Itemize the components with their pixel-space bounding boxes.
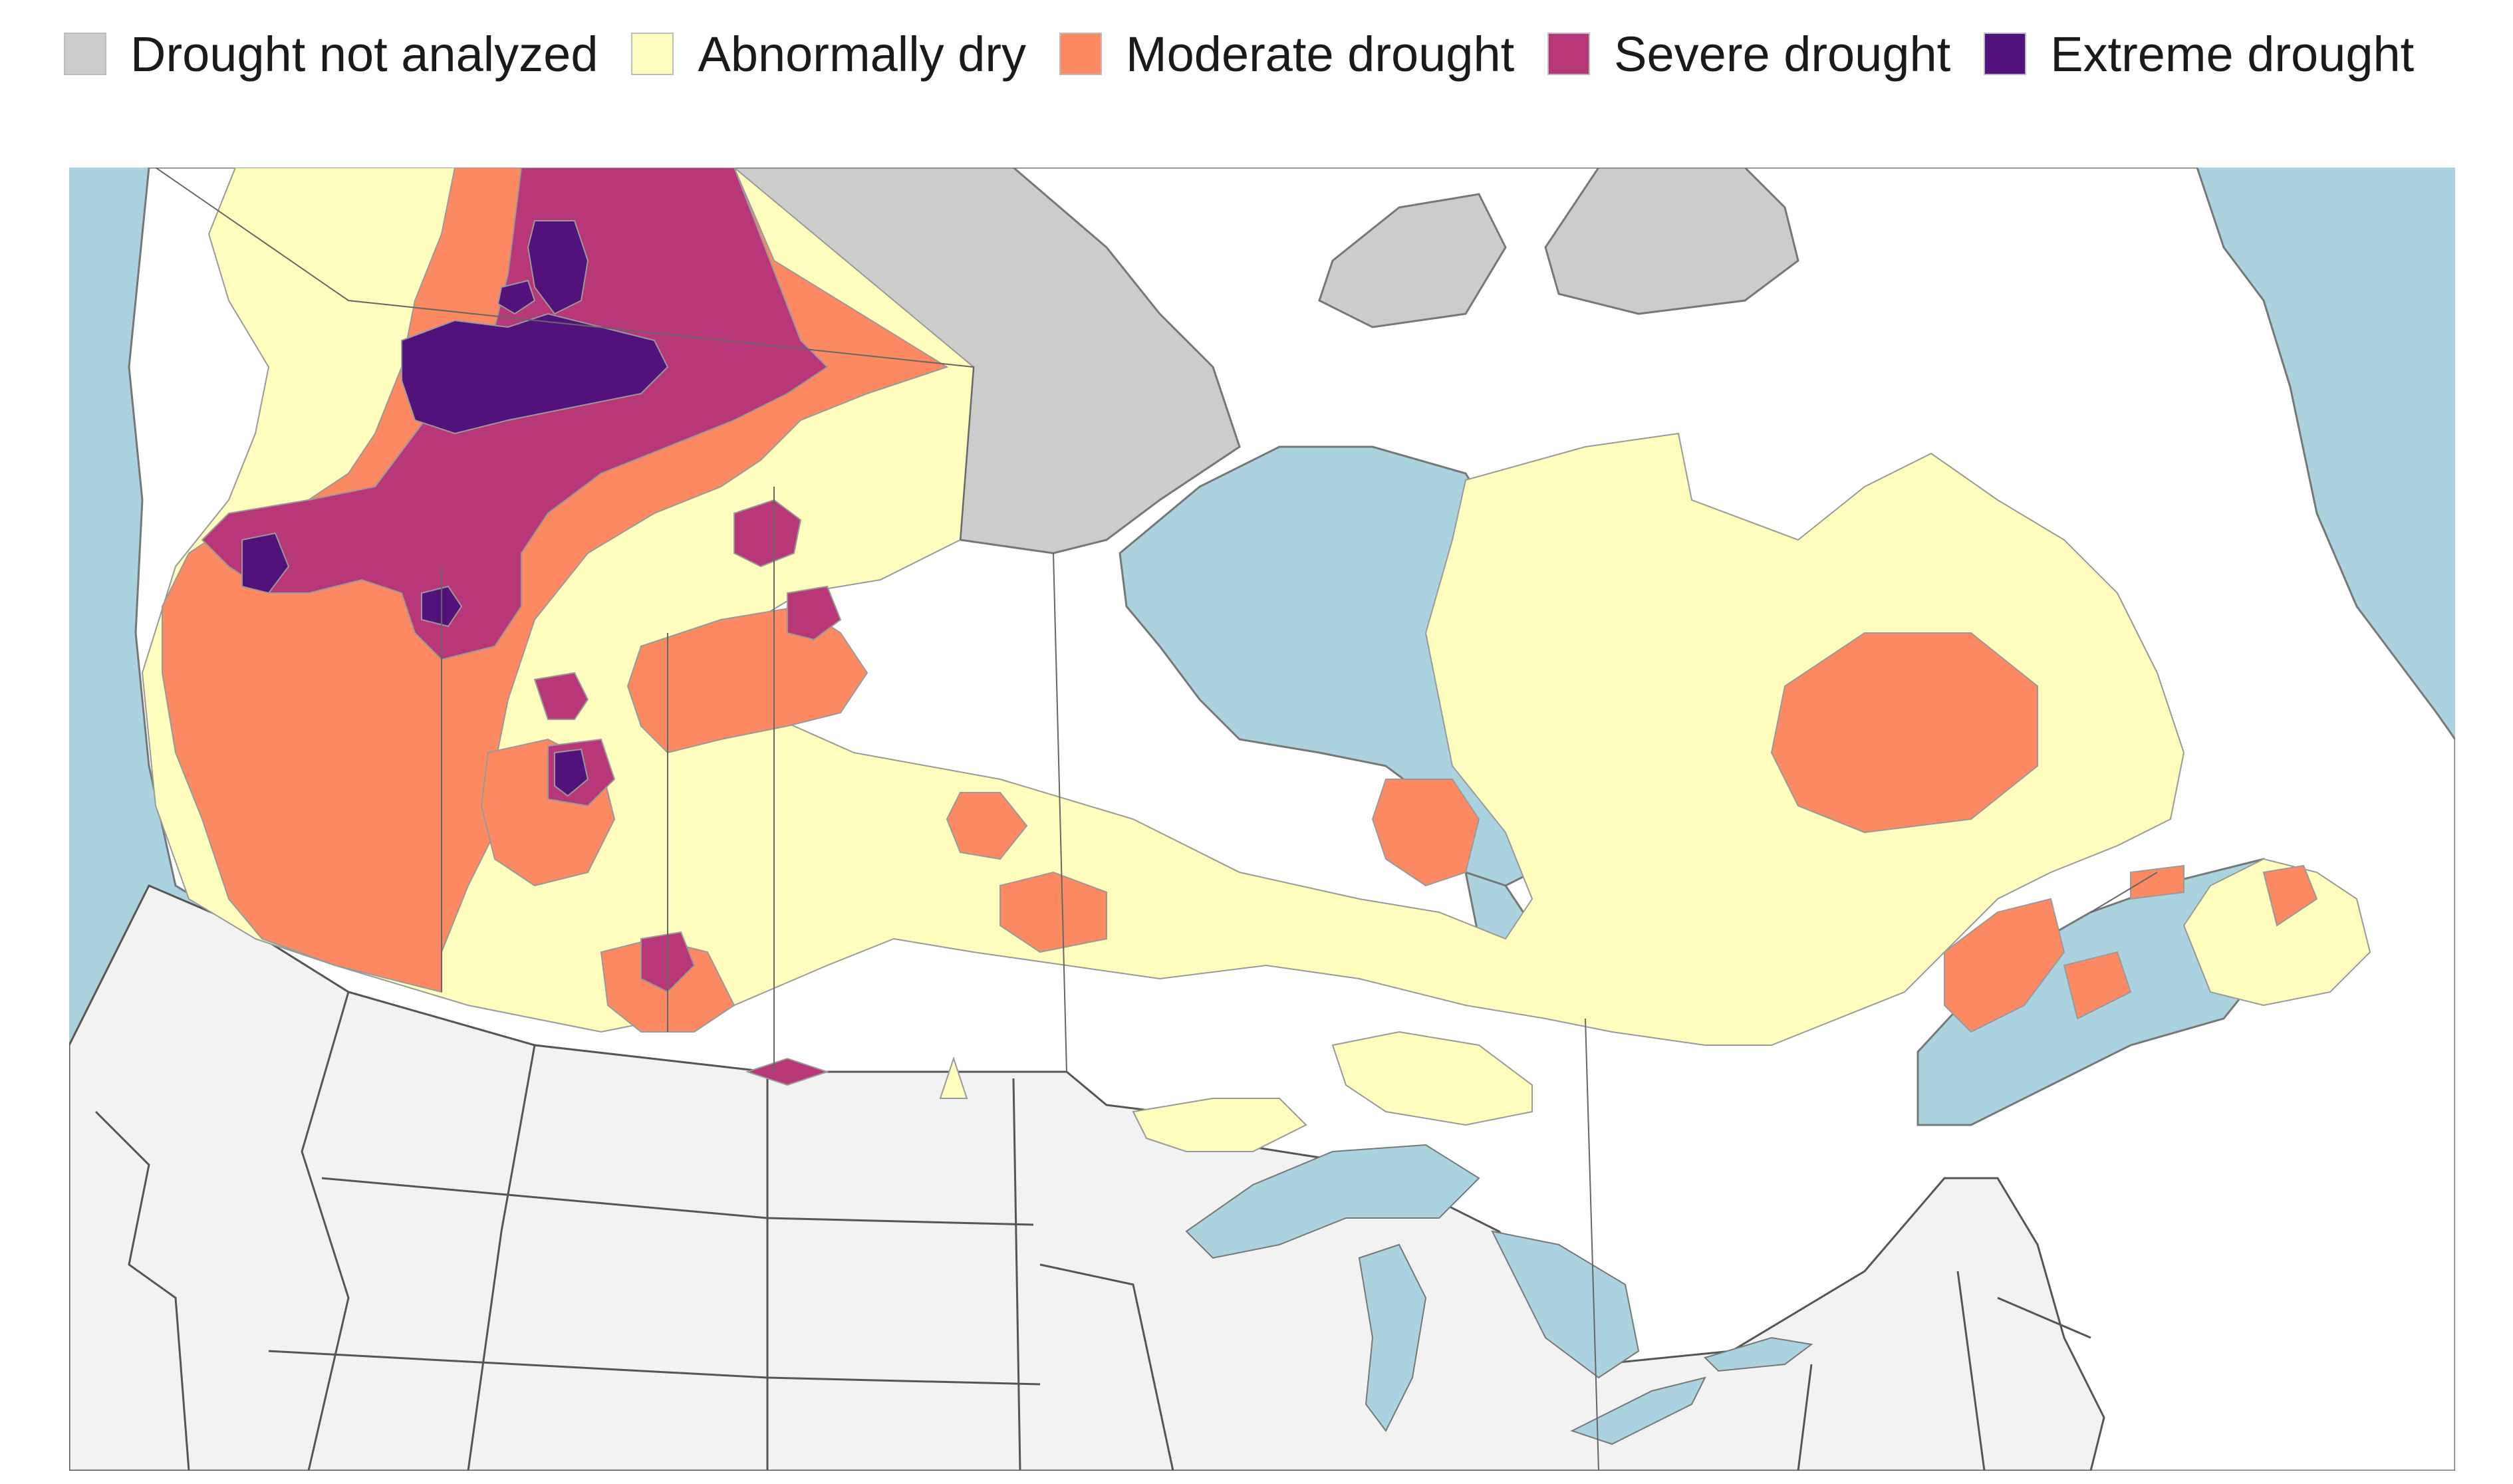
arctic-island-not-analyzed — [1318, 193, 1507, 328]
zone-extreme-drought — [241, 220, 669, 797]
lake-erie — [1570, 1376, 1706, 1445]
lake-michigan — [1358, 1243, 1427, 1432]
legend-item-extreme: Extreme drought — [1984, 26, 2414, 82]
legend-swatch-moderate — [1059, 33, 1102, 75]
lake-superior — [1185, 1144, 1480, 1259]
lake-huron — [1491, 1230, 1640, 1379]
us-state-borders — [94, 991, 2091, 1471]
legend-swatch-severe — [1547, 33, 1591, 75]
legend-item-severe: Severe drought — [1547, 26, 1950, 82]
province-borders — [155, 168, 2158, 1471]
legend-label-extreme: Extreme drought — [2050, 26, 2415, 82]
drought-map — [69, 168, 2455, 1471]
legend-swatch-abnormally-dry — [631, 33, 674, 75]
legend-label-not-analyzed: Drought not analyzed — [130, 26, 598, 82]
lake-ontario — [1704, 1336, 1813, 1372]
legend-swatch-not-analyzed — [64, 33, 106, 75]
legend-label-abnormally-dry: Abnormally dry — [698, 26, 1026, 82]
legend-label-moderate: Moderate drought — [1126, 26, 1515, 82]
legend-item-abnormally-dry: Abnormally dry — [631, 26, 1026, 82]
legend: Drought not analyzed Abnormally dry Mode… — [64, 24, 2447, 84]
baffin-not-analyzed — [1544, 168, 1799, 315]
legend-label-severe: Severe drought — [1614, 26, 1951, 82]
legend-swatch-extreme — [1984, 33, 2027, 75]
legend-item-not-analyzed: Drought not analyzed — [64, 26, 598, 82]
legend-item-moderate: Moderate drought — [1059, 26, 1514, 82]
